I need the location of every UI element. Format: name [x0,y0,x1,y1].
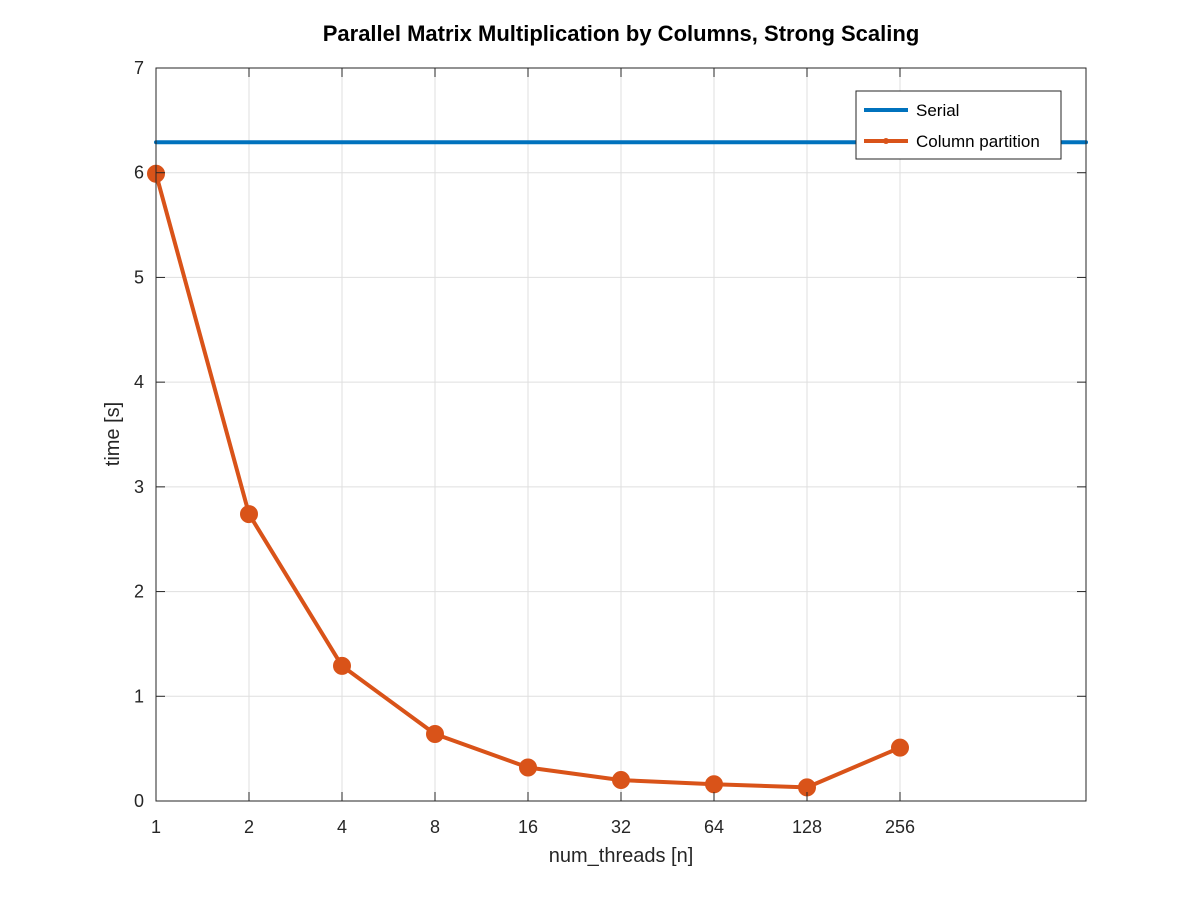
column-partition-point [891,738,909,757]
x-tick-label: 256 [885,817,915,837]
y-tick-label: 7 [134,58,144,78]
x-tick-label: 32 [611,817,631,837]
column-partition-point [240,505,258,524]
y-axis-label: time [s] [102,402,124,466]
x-tick-label: 4 [337,817,347,837]
y-tick-label: 6 [134,163,144,183]
y-tick-label: 1 [134,686,144,706]
x-tick-label: 16 [518,817,538,837]
chart-title: Parallel Matrix Multiplication by Column… [323,21,920,46]
x-tick-label: 2 [244,817,254,837]
legend-label-serial: Serial [916,101,959,120]
column-partition-point [333,656,351,675]
x-tick-label: 8 [430,817,440,837]
legend-marker-column-partition [883,138,889,144]
y-tick-label: 2 [134,582,144,602]
x-tick-label: 1 [151,817,161,837]
x-axis-label: num_threads [n] [549,845,694,867]
legend-label-column-partition: Column partition [916,132,1040,151]
x-tick-label: 128 [792,817,822,837]
column-partition-point [705,775,723,794]
y-tick-label: 4 [134,372,144,392]
column-partition-point [426,724,444,743]
column-partition-point [519,758,537,777]
x-tick-label: 64 [704,817,724,837]
y-tick-label: 3 [134,477,144,497]
legend-box [855,90,1062,160]
legend: Serial Column partition [855,90,1062,160]
y-tick-label: 5 [134,267,144,287]
column-partition-point [612,771,630,790]
y-tick-label: 0 [134,791,144,811]
